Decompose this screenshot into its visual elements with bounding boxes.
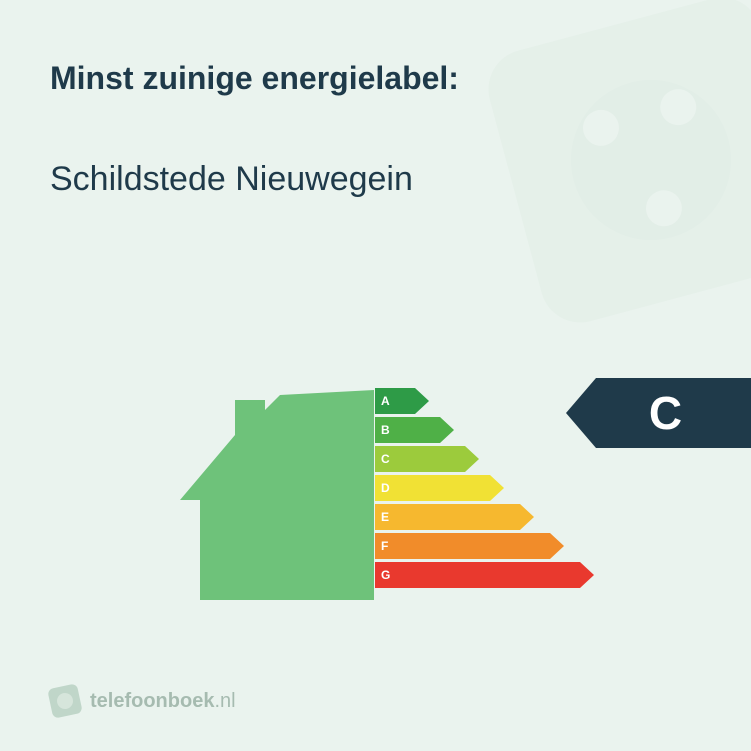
footer: telefoonboek.nl (50, 686, 236, 716)
energy-bar-arrow (490, 475, 504, 501)
energy-bar-arrow (580, 562, 594, 588)
energy-bar-arrow (440, 417, 454, 443)
energy-bar-letter: D (381, 481, 390, 495)
energy-bar-letter: A (381, 394, 390, 408)
energy-bar-body (375, 475, 490, 501)
footer-brand: telefoonboek.nl (90, 690, 236, 713)
energy-bar-body (375, 504, 520, 530)
background-watermark (480, 0, 751, 331)
selected-label-letter: C (649, 386, 682, 440)
footer-brand-bold: telefoonboek (90, 690, 214, 712)
energy-bar-arrow (550, 533, 564, 559)
energy-bar-letter: E (381, 510, 389, 524)
energy-bar-letter: C (381, 452, 390, 466)
energy-bar-arrow (415, 388, 429, 414)
energy-bar-body (375, 562, 580, 588)
selected-label: C (566, 378, 751, 448)
energy-label-chart: A B C D E F G (180, 380, 580, 610)
selected-label-arrow (566, 378, 596, 448)
energy-bar-letter: F (381, 539, 388, 553)
footer-brand-light: .nl (214, 690, 235, 712)
page-title: Minst zuinige energielabel: (50, 60, 459, 97)
page-subtitle: Schildstede Nieuwegein (50, 160, 413, 199)
energy-bar-body (375, 533, 550, 559)
energy-bar-arrow (520, 504, 534, 530)
footer-logo-icon (47, 683, 83, 719)
selected-label-body: C (596, 378, 751, 448)
energy-bar-letter: G (381, 568, 390, 582)
energy-bar-arrow (465, 446, 479, 472)
energy-bar-letter: B (381, 423, 390, 437)
house-icon (180, 380, 380, 610)
